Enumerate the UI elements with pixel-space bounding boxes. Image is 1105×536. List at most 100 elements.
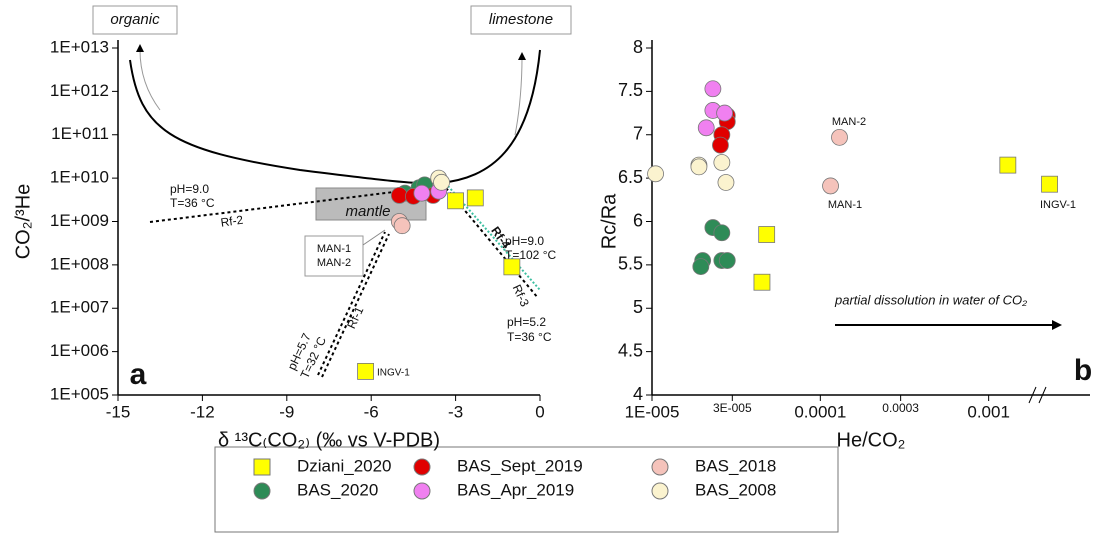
x-tick-label: 0.0003 <box>882 401 919 415</box>
y-tick-label: 1E+006 <box>50 341 109 360</box>
y-tick-label: 5 <box>633 297 643 317</box>
point <box>447 192 465 210</box>
man-box <box>304 235 364 277</box>
annotation: INGV-1 <box>1040 199 1076 211</box>
point <box>758 226 776 243</box>
arrowhead <box>518 52 526 60</box>
annotation: T=36 °C <box>170 196 215 210</box>
annotation: Rf-1 <box>344 304 366 331</box>
y-tick-label: 1E+007 <box>50 298 109 317</box>
point <box>822 177 839 195</box>
annotation: mantle <box>345 203 390 220</box>
point <box>697 119 715 137</box>
rf-4-line <box>447 185 541 291</box>
legend-box <box>214 446 839 533</box>
y-tick-label: 4.5 <box>618 340 643 360</box>
x-tick-label: 1E-005 <box>625 402 680 421</box>
annotation: INGV-1 <box>377 368 410 379</box>
x-tick-label: 0.001 <box>967 402 1010 421</box>
y-tick-label: 7.5 <box>618 80 643 100</box>
y-tick-label: 7 <box>633 124 643 144</box>
y-axis-title: Rc/Ra <box>598 193 620 249</box>
arrow-organic <box>139 49 161 111</box>
legend-label: BAS_2008 <box>695 480 776 499</box>
annotation: MAN-1 <box>317 243 351 255</box>
annotation: pH=9.0 <box>505 234 544 248</box>
point <box>503 258 521 276</box>
x-tick-label: -15 <box>106 402 131 421</box>
point <box>999 156 1017 174</box>
annotation: a <box>130 358 147 391</box>
y-tick-label: 1E+013 <box>50 37 109 56</box>
organic-box <box>92 5 178 35</box>
annotation: MAN-2 <box>832 116 866 128</box>
arrowhead <box>1052 320 1062 330</box>
y-tick-label: 6.5 <box>618 167 643 187</box>
y-tick-label: 6 <box>633 210 643 230</box>
legend-label: Dziani_2020 <box>297 456 392 475</box>
y-tick-label: 4 <box>633 384 643 404</box>
legend-marker <box>253 458 271 476</box>
y-tick-label: 1E+008 <box>50 254 109 273</box>
legend-label: BAS_Sept_2019 <box>457 456 583 475</box>
x-tick-label: -9 <box>279 402 294 421</box>
x-tick-label: -12 <box>190 402 215 421</box>
legend-label: BAS_2020 <box>297 480 378 499</box>
annotation: partial dissolution in water of CO₂ <box>834 292 1027 307</box>
arrow-limestone <box>514 57 523 136</box>
annotation: pH=9.0 <box>170 182 209 196</box>
man-pointer <box>362 229 386 246</box>
point <box>753 273 771 291</box>
point <box>647 165 664 183</box>
annotation: MAN-1 <box>828 199 862 211</box>
annotation: limestone <box>489 11 553 28</box>
x-tick-label: -3 <box>448 402 463 421</box>
x-tick-label: -6 <box>364 402 379 421</box>
x-axis-title: He/CO₂ <box>837 429 906 451</box>
annotation: pH=5.2 <box>507 315 546 329</box>
annotation: b <box>1074 354 1092 387</box>
y-tick-label: 1E+010 <box>50 168 109 187</box>
y-tick-label: 5.5 <box>618 254 643 274</box>
y-tick-label: 1E+011 <box>51 124 109 143</box>
mixing-curve <box>129 49 541 185</box>
point <box>704 80 722 98</box>
y-tick-label: 1E+005 <box>50 384 109 403</box>
rf-1-line <box>321 233 390 378</box>
legend-marker <box>651 482 669 500</box>
point <box>357 363 374 380</box>
point <box>690 158 708 176</box>
point <box>716 104 734 122</box>
legend-marker <box>253 482 271 500</box>
legend-marker <box>413 458 431 476</box>
y-axis-title: CO₂/³He <box>12 184 34 260</box>
point <box>1041 175 1058 193</box>
annotation: MAN-2 <box>317 257 351 269</box>
point <box>713 154 731 171</box>
limestone-box <box>470 5 572 35</box>
point <box>393 217 411 235</box>
annotation: Rf-2 <box>220 213 245 230</box>
point <box>713 224 731 242</box>
x-tick-label: 0.0001 <box>794 402 846 421</box>
point <box>692 258 710 276</box>
y-tick-label: 8 <box>633 37 643 57</box>
x-tick-label: 3E-005 <box>713 401 752 415</box>
point <box>413 184 431 202</box>
y-tick-label: 1E+009 <box>50 211 109 230</box>
point <box>718 252 736 269</box>
plot-layer: 1E+005 1E+006 1E+007 1E+008 1E+009 1E+010 1E+0… <box>12 11 1092 500</box>
annotation: T=36 °C <box>507 330 552 344</box>
annotation: organic <box>110 11 160 28</box>
legend-label: BAS_2018 <box>695 456 776 475</box>
rf-2-line <box>149 189 411 223</box>
point <box>712 136 729 154</box>
x-tick-label: 0 <box>535 402 544 421</box>
point <box>466 189 484 207</box>
y-tick-label: 1E+012 <box>50 81 109 100</box>
point <box>390 186 408 204</box>
x-axis-title: δ ¹³C₍CO₂₎ (‰ vs V-PDB) <box>218 429 440 451</box>
point <box>717 174 735 191</box>
legend-marker <box>413 482 431 500</box>
